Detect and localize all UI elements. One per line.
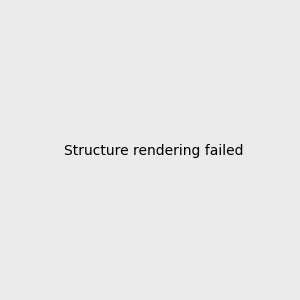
Text: Structure rendering failed: Structure rendering failed (64, 145, 244, 158)
